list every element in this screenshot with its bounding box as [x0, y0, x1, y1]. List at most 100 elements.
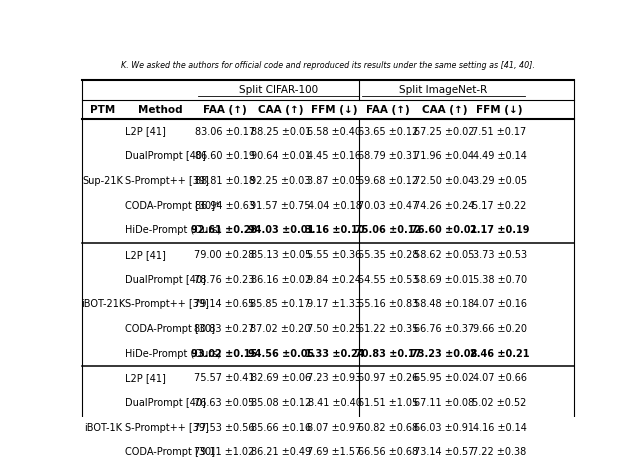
Text: 65.95 ±0.02: 65.95 ±0.02: [414, 373, 474, 383]
Text: 1.33 ±0.24: 1.33 ±0.24: [305, 349, 364, 359]
Text: 4.49 ±0.14: 4.49 ±0.14: [473, 151, 527, 161]
Text: 88.81 ±0.18: 88.81 ±0.18: [195, 176, 255, 186]
Text: 7.69 ±1.57: 7.69 ±1.57: [307, 447, 362, 457]
Text: 4.16 ±0.14: 4.16 ±0.14: [473, 423, 527, 433]
Text: L2P [41]: L2P [41]: [125, 126, 166, 137]
Text: 9.84 ±0.24: 9.84 ±0.24: [307, 275, 362, 285]
Text: CAA (↑): CAA (↑): [258, 105, 303, 115]
Text: 55.35 ±0.28: 55.35 ±0.28: [358, 250, 419, 260]
Text: iBOT-21K: iBOT-21K: [81, 300, 125, 309]
Text: 67.11 ±0.08: 67.11 ±0.08: [414, 398, 474, 408]
Text: CODA-Prompt [30]*: CODA-Prompt [30]*: [125, 201, 220, 211]
Text: 61.51 ±1.05: 61.51 ±1.05: [358, 398, 419, 408]
Text: 9.17 ±1.33: 9.17 ±1.33: [307, 300, 362, 309]
Text: 82.69 ±0.06: 82.69 ±0.06: [251, 373, 310, 383]
Text: 4.07 ±0.66: 4.07 ±0.66: [472, 373, 527, 383]
Text: Sup-21K: Sup-21K: [83, 176, 124, 186]
Text: Method: Method: [138, 105, 182, 115]
Text: 4.04 ±0.18: 4.04 ±0.18: [307, 201, 362, 211]
Text: 91.57 ±0.75: 91.57 ±0.75: [250, 201, 311, 211]
Text: 88.25 ±0.01: 88.25 ±0.01: [250, 126, 311, 137]
Text: 7.50 ±0.25: 7.50 ±0.25: [307, 324, 362, 334]
Text: CODA-Prompt [30]: CODA-Prompt [30]: [125, 324, 215, 334]
Text: 4.07 ±0.16: 4.07 ±0.16: [472, 300, 527, 309]
Text: CAA (↑): CAA (↑): [422, 105, 467, 115]
Text: 85.08 ±0.12: 85.08 ±0.12: [250, 398, 311, 408]
Text: 76.63 ±0.05: 76.63 ±0.05: [195, 398, 255, 408]
Text: 7.22 ±0.38: 7.22 ±0.38: [472, 447, 527, 457]
Text: 58.69 ±0.01: 58.69 ±0.01: [414, 275, 474, 285]
Text: 86.21 ±0.49: 86.21 ±0.49: [251, 447, 310, 457]
Text: L2P [41]: L2P [41]: [125, 250, 166, 260]
Text: 86.60 ±0.19: 86.60 ±0.19: [195, 151, 255, 161]
Text: 76.60 ±0.01: 76.60 ±0.01: [411, 225, 477, 235]
Text: 74.26 ±0.24: 74.26 ±0.24: [414, 201, 474, 211]
Text: 79.11 ±1.02: 79.11 ±1.02: [195, 447, 255, 457]
Text: 8.41 ±0.40: 8.41 ±0.40: [307, 398, 362, 408]
Text: 85.66 ±0.16: 85.66 ±0.16: [251, 423, 310, 433]
Text: 3.73 ±0.53: 3.73 ±0.53: [472, 250, 527, 260]
Text: 61.22 ±0.35: 61.22 ±0.35: [358, 324, 419, 334]
Text: 92.61 ±0.28: 92.61 ±0.28: [191, 225, 258, 235]
Text: S-Prompt++ [39]: S-Prompt++ [39]: [125, 300, 209, 309]
Text: iBOT-1K: iBOT-1K: [84, 423, 122, 433]
Text: 77.53 ±0.56: 77.53 ±0.56: [195, 423, 255, 433]
Text: FAA (↑): FAA (↑): [366, 105, 410, 115]
Text: 5.38 ±0.70: 5.38 ±0.70: [472, 275, 527, 285]
Text: HiDe-Prompt (Ours): HiDe-Prompt (Ours): [125, 349, 221, 359]
Text: 66.56 ±0.68: 66.56 ±0.68: [358, 447, 419, 457]
Text: S-Prompt++ [39]: S-Prompt++ [39]: [125, 176, 209, 186]
Text: FAA (↑): FAA (↑): [203, 105, 246, 115]
Text: S-Prompt++ [39]: S-Prompt++ [39]: [125, 423, 209, 433]
Text: 92.25 ±0.03: 92.25 ±0.03: [250, 176, 311, 186]
Text: 5.02 ±0.52: 5.02 ±0.52: [472, 398, 527, 408]
Text: 71.96 ±0.04: 71.96 ±0.04: [414, 151, 474, 161]
Text: 66.76 ±0.37: 66.76 ±0.37: [414, 324, 474, 334]
Text: L2P [41]: L2P [41]: [125, 373, 166, 383]
Text: CODA-Prompt [30]: CODA-Prompt [30]: [125, 447, 215, 457]
Text: 85.85 ±0.17: 85.85 ±0.17: [250, 300, 311, 309]
Text: 58.62 ±0.05: 58.62 ±0.05: [414, 250, 474, 260]
Text: 9.66 ±0.20: 9.66 ±0.20: [472, 324, 527, 334]
Text: 73.23 ±0.08: 73.23 ±0.08: [411, 349, 477, 359]
Text: 72.50 ±0.04: 72.50 ±0.04: [414, 176, 474, 186]
Text: 69.68 ±0.12: 69.68 ±0.12: [358, 176, 419, 186]
Text: 94.03 ±0.01: 94.03 ±0.01: [248, 225, 314, 235]
Text: 90.64 ±0.01: 90.64 ±0.01: [251, 151, 310, 161]
Text: 7.51 ±0.17: 7.51 ±0.17: [472, 126, 527, 137]
Text: 93.02 ±0.15: 93.02 ±0.15: [191, 349, 258, 359]
Text: 55.16 ±0.83: 55.16 ±0.83: [358, 300, 419, 309]
Text: 3.87 ±0.05: 3.87 ±0.05: [307, 176, 362, 186]
Text: 70.03 ±0.47: 70.03 ±0.47: [358, 201, 419, 211]
Text: DualPrompt [40]: DualPrompt [40]: [125, 275, 206, 285]
Text: 58.48 ±0.18: 58.48 ±0.18: [414, 300, 474, 309]
Text: 87.02 ±0.20: 87.02 ±0.20: [250, 324, 311, 334]
Text: 70.83 ±0.17: 70.83 ±0.17: [355, 349, 422, 359]
Text: 60.82 ±0.68: 60.82 ±0.68: [358, 423, 419, 433]
Text: 3.29 ±0.05: 3.29 ±0.05: [472, 176, 527, 186]
Text: DualPrompt [40]: DualPrompt [40]: [125, 398, 206, 408]
Text: 3.16 ±0.10: 3.16 ±0.10: [305, 225, 364, 235]
Text: 75.57 ±0.41: 75.57 ±0.41: [195, 373, 255, 383]
Text: 86.94 ±0.63: 86.94 ±0.63: [195, 201, 255, 211]
Text: 54.55 ±0.53: 54.55 ±0.53: [358, 275, 419, 285]
Text: 79.14 ±0.65: 79.14 ±0.65: [195, 300, 255, 309]
Text: HiDe-Prompt (Ours): HiDe-Prompt (Ours): [125, 225, 221, 235]
Text: 2.17 ±0.19: 2.17 ±0.19: [470, 225, 529, 235]
Text: K. We asked the authors for official code and reproduced its results under the s: K. We asked the authors for official cod…: [121, 61, 535, 70]
Text: FFM (↓): FFM (↓): [476, 105, 523, 115]
Text: 8.07 ±0.97: 8.07 ±0.97: [307, 423, 362, 433]
Text: 75.06 ±0.12: 75.06 ±0.12: [355, 225, 421, 235]
Text: 67.25 ±0.02: 67.25 ±0.02: [414, 126, 475, 137]
Text: 85.13 ±0.05: 85.13 ±0.05: [250, 250, 311, 260]
Text: 79.00 ±0.28: 79.00 ±0.28: [195, 250, 255, 260]
Text: 5.55 ±0.36: 5.55 ±0.36: [307, 250, 362, 260]
Text: 5.17 ±0.22: 5.17 ±0.22: [472, 201, 527, 211]
Text: 4.45 ±0.16: 4.45 ±0.16: [307, 151, 362, 161]
Text: 2.46 ±0.21: 2.46 ±0.21: [470, 349, 529, 359]
Text: 66.03 ±0.91: 66.03 ±0.91: [414, 423, 474, 433]
Text: Split ImageNet-R: Split ImageNet-R: [399, 85, 488, 95]
Text: 68.79 ±0.31: 68.79 ±0.31: [358, 151, 419, 161]
Text: 63.65 ±0.12: 63.65 ±0.12: [358, 126, 419, 137]
Text: PTM: PTM: [90, 105, 115, 115]
